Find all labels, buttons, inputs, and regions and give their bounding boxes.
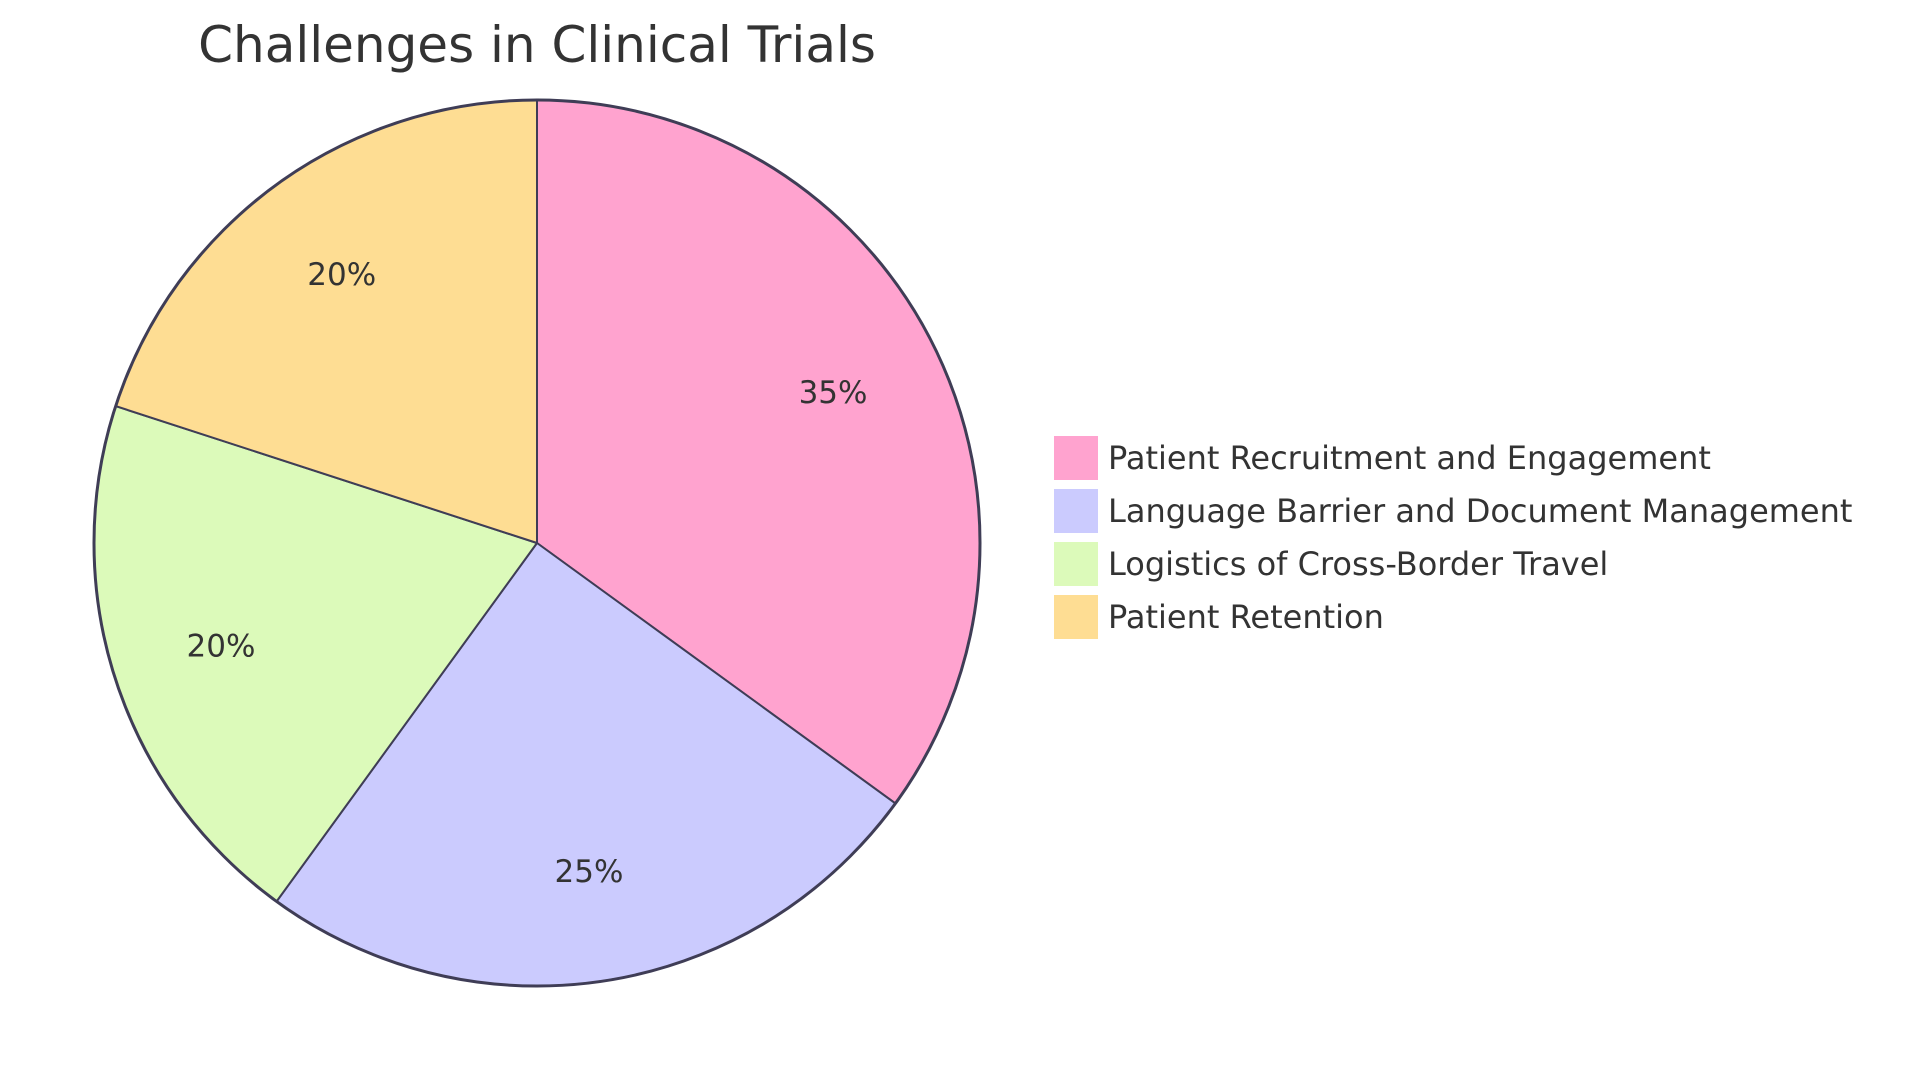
pie-slice-labels: 35% 25% 20% 20% [187, 257, 868, 890]
legend-swatch [1054, 542, 1098, 586]
legend-item: Logistics of Cross-Border Travel [1054, 542, 1608, 586]
legend-swatch [1054, 595, 1098, 639]
legend-label: Language Barrier and Document Management [1108, 492, 1852, 530]
pie-slices [92, 98, 982, 988]
slice-value-label: 20% [307, 257, 376, 293]
legend-item: Patient Recruitment and Engagement [1054, 436, 1711, 480]
legend-label: Patient Recruitment and Engagement [1108, 439, 1711, 477]
legend-swatch [1054, 436, 1098, 480]
legend: Patient Recruitment and Engagement Langua… [1054, 436, 1852, 639]
legend-item: Patient Retention [1054, 595, 1384, 639]
legend-swatch [1054, 489, 1098, 533]
slice-value-label: 35% [799, 375, 868, 411]
slice-value-label: 25% [555, 854, 624, 890]
pie-outline [92, 98, 982, 988]
slice-value-label: 20% [187, 629, 256, 665]
chart-title: Challenges in Clinical Trials [198, 16, 876, 74]
legend-item: Language Barrier and Document Management [1054, 489, 1852, 533]
legend-label: Logistics of Cross-Border Travel [1108, 545, 1608, 583]
legend-label: Patient Retention [1108, 598, 1384, 636]
